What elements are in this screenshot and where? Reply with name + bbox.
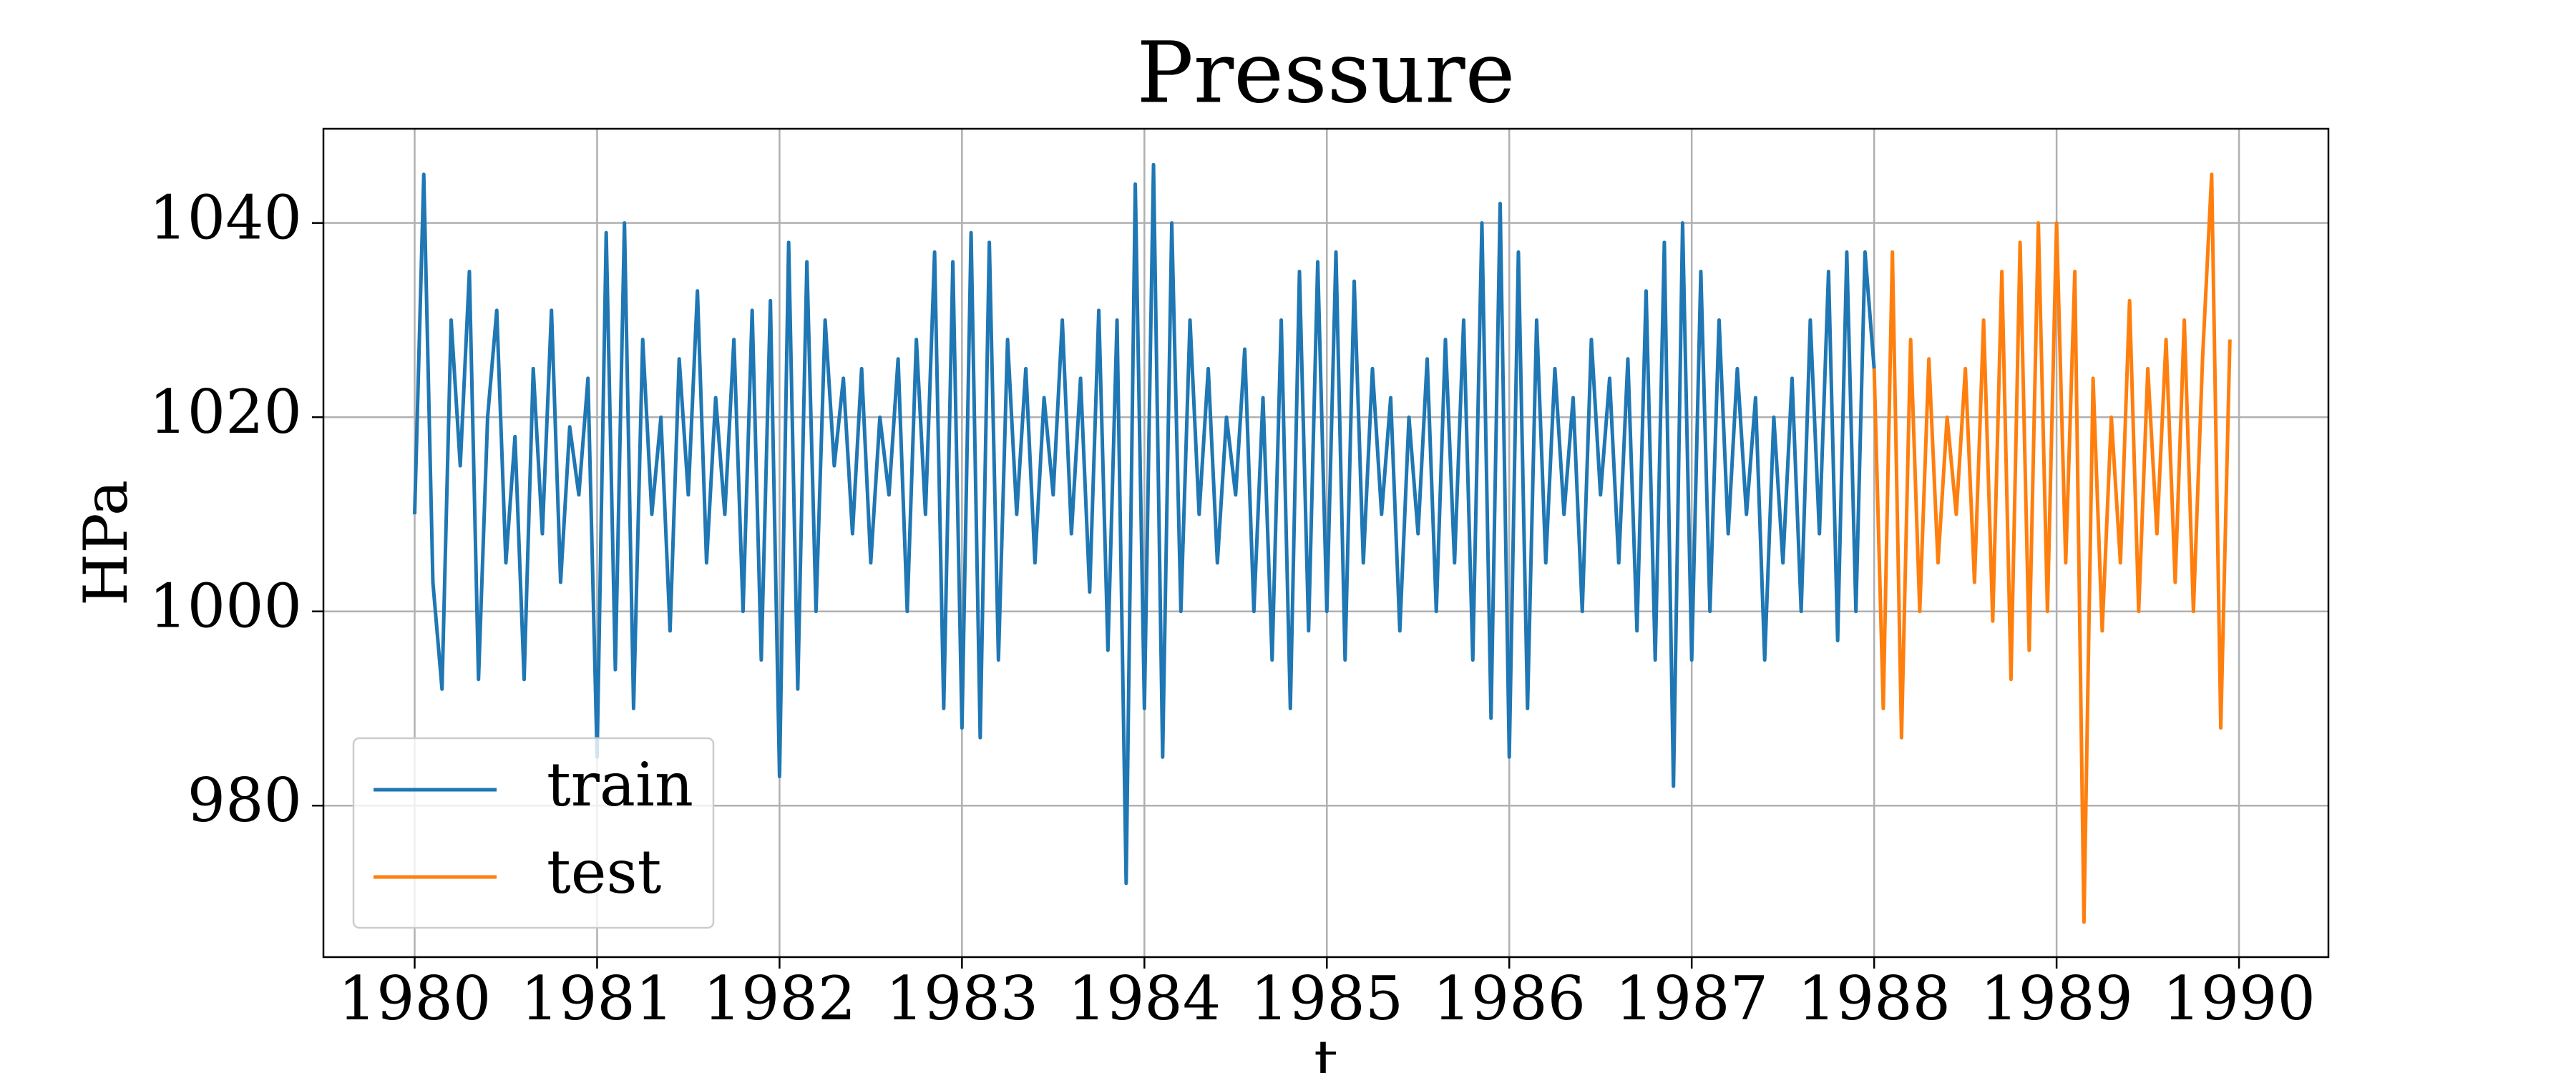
legend-box <box>352 737 715 929</box>
y-tick-label: 980 <box>187 765 302 836</box>
y-tick-label: 1000 <box>149 572 302 642</box>
x-tick-label: 1982 <box>703 964 857 1034</box>
x-tick-label: 1988 <box>1797 964 1951 1034</box>
x-tick-label: 1990 <box>2162 964 2316 1034</box>
x-tick-label: 1985 <box>1250 964 1403 1034</box>
plot-frame <box>322 127 2330 959</box>
x-tick-label: 1987 <box>1615 964 1768 1034</box>
x-tick-label: 1984 <box>1068 964 1221 1034</box>
x-tick-label: 1986 <box>1433 964 1586 1034</box>
legend-label: test <box>547 837 662 907</box>
legend-label: train <box>547 750 693 820</box>
chart-title: Pressure <box>1137 24 1516 122</box>
x-tick-label: 1983 <box>885 964 1038 1034</box>
y-tick-label: 1020 <box>149 377 302 447</box>
x-tick-label: 1980 <box>338 964 492 1034</box>
x-tick-label: 1989 <box>1980 964 2133 1034</box>
y-axis-label: HPa <box>71 480 141 606</box>
data-line <box>1872 172 2232 924</box>
x-tick-label: 1981 <box>521 964 674 1034</box>
data-line <box>412 162 1876 886</box>
y-tick-label: 1040 <box>149 183 302 253</box>
x-axis-label: t <box>1314 1027 1338 1073</box>
